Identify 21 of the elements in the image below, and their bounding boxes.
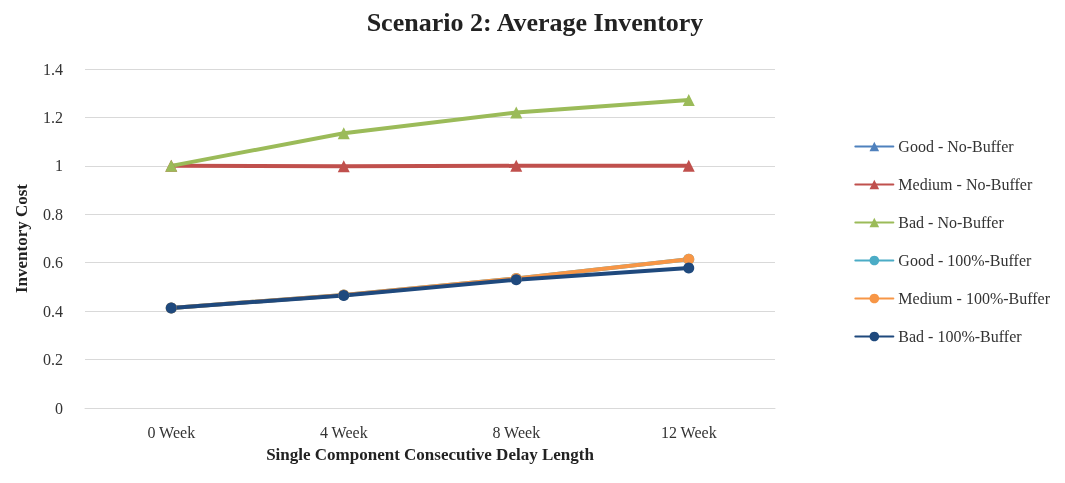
y-tick-label: 0.4 [43, 302, 63, 320]
y-tick-label: 1.4 [43, 60, 63, 78]
legend-label: Bad - 100%-Buffer [898, 328, 1023, 345]
y-tick-label: 1 [55, 157, 63, 175]
legend-label: Medium - 100%-Buffer [898, 290, 1051, 307]
y-axis-title: Inventory Cost [12, 183, 31, 294]
x-axis-title: Single Component Consecutive Delay Length [266, 445, 595, 464]
x-tick-label: 0 Week [147, 423, 196, 441]
x-tick-label: 4 Week [319, 423, 368, 441]
y-tick-label: 0.6 [43, 254, 63, 272]
x-tick-label: 8 Week [492, 423, 541, 441]
y-tick-label: 1.2 [43, 108, 63, 126]
chart-title: Scenario 2: Average Inventory [366, 7, 704, 37]
legend-label: Good - 100%-Buffer [898, 252, 1033, 269]
y-tick-label: 0 [55, 399, 63, 417]
legend-label: Bad - No-Buffer [898, 214, 1005, 231]
y-tick-label: 0.8 [43, 205, 63, 223]
legend-label: Good - No-Buffer [898, 138, 1015, 155]
x-tick-label: 12 Week [660, 423, 717, 441]
legend-label: Medium - No-Buffer [898, 176, 1033, 193]
y-tick-label: 0.2 [43, 351, 63, 369]
